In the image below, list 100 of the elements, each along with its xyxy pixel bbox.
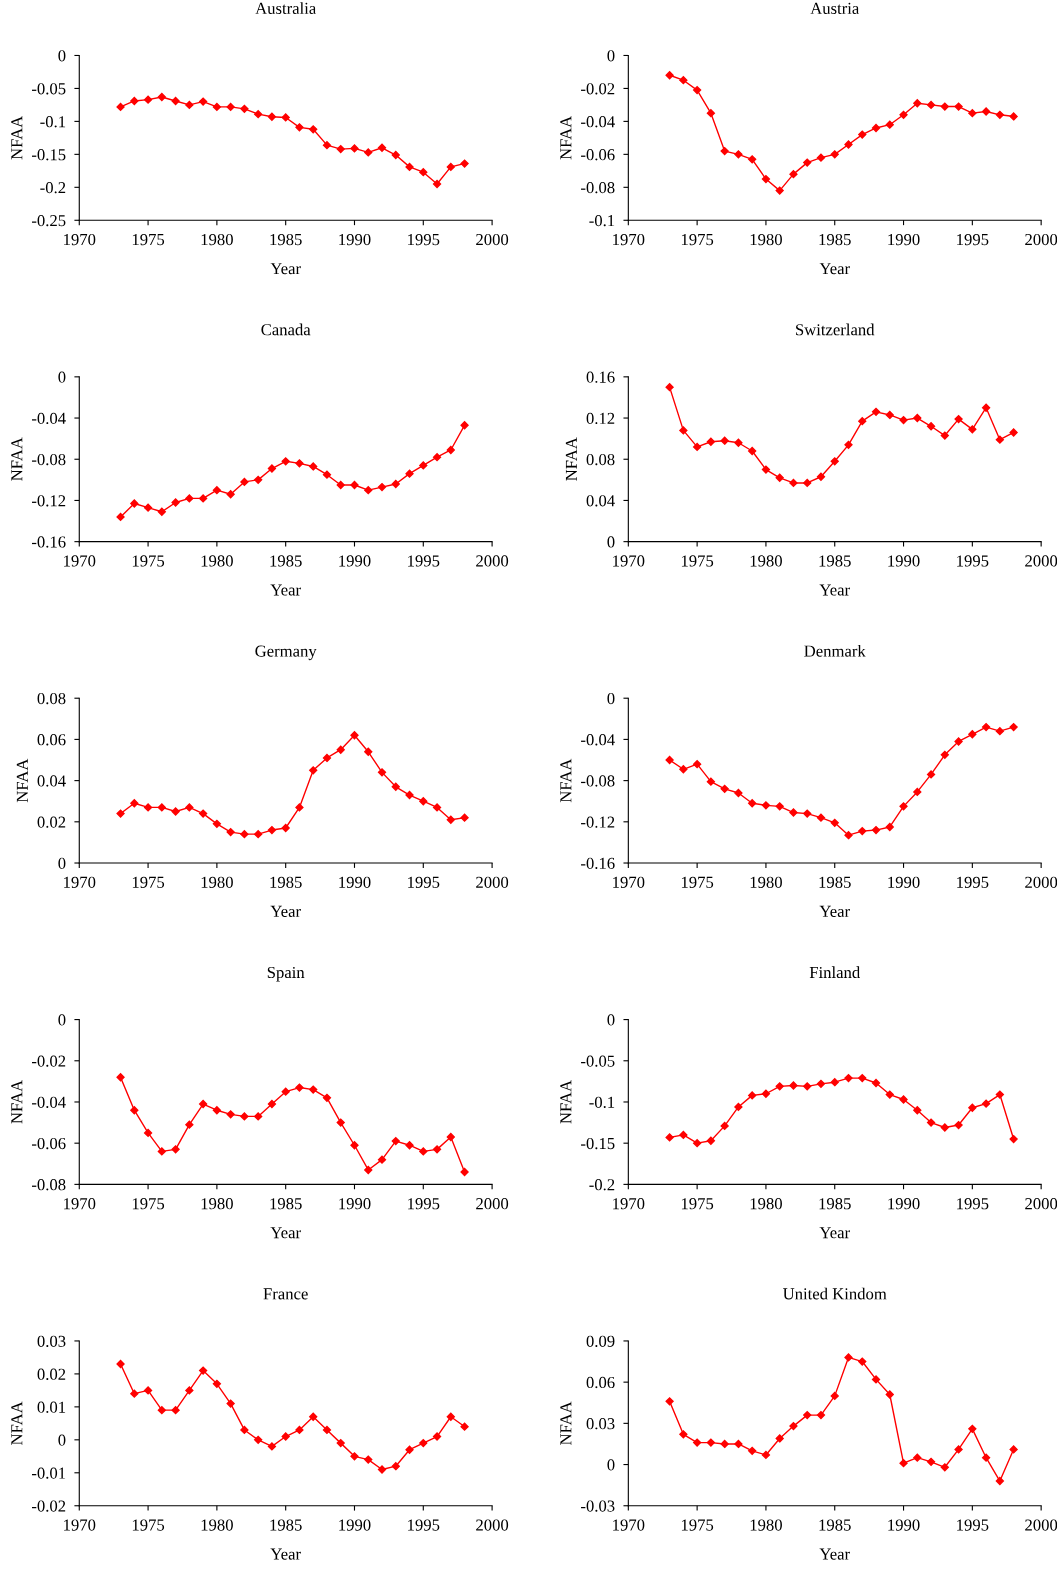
point	[692, 1438, 702, 1447]
point	[446, 815, 455, 824]
point	[309, 462, 318, 471]
point	[775, 802, 784, 811]
y-tick-label: 0.09	[586, 1335, 615, 1347]
point	[460, 159, 469, 168]
point	[377, 1155, 387, 1164]
point	[926, 1457, 936, 1466]
point	[995, 435, 1004, 444]
point	[844, 831, 853, 840]
point	[419, 797, 428, 806]
x-tick-label: 1980	[750, 555, 782, 567]
x-tick-label: 1990	[339, 233, 371, 246]
x-tick-label: 1995	[408, 876, 440, 888]
x-tick-label: 1975	[132, 1198, 165, 1210]
x-axis-title: Year	[819, 1548, 850, 1560]
point	[157, 507, 166, 516]
y-tick-label: -0.04	[31, 412, 66, 425]
point	[432, 1145, 442, 1154]
point	[720, 1121, 729, 1131]
y-tick-label: -0.01	[31, 1467, 66, 1479]
point	[254, 475, 263, 484]
x-tick-label: 2000	[476, 1198, 509, 1210]
point	[446, 1132, 455, 1142]
point	[692, 85, 702, 95]
point	[734, 150, 743, 159]
x-tick-label: 1985	[819, 1198, 851, 1210]
point	[734, 1102, 743, 1112]
point	[198, 494, 208, 503]
point	[350, 731, 359, 740]
x-tick-label: 1975	[132, 876, 165, 888]
y-tick-label: 0	[607, 1459, 615, 1471]
point	[940, 750, 949, 759]
point	[460, 1167, 469, 1177]
point	[322, 470, 332, 479]
x-tick-label: 1975	[681, 555, 714, 567]
point	[940, 102, 949, 111]
chart-title: Switzerland	[796, 323, 875, 336]
point	[885, 1090, 894, 1099]
point	[267, 1099, 277, 1109]
point	[254, 1435, 263, 1444]
x-tick-label: 1990	[339, 876, 371, 888]
point	[254, 830, 263, 839]
point	[706, 109, 716, 118]
y-tick-label: 0	[58, 50, 66, 62]
y-tick-label: 0	[607, 692, 615, 705]
x-axis-title: Year	[819, 263, 850, 275]
point	[143, 1128, 153, 1138]
point	[350, 1452, 359, 1461]
point	[968, 1424, 977, 1433]
chart-title: Australia	[255, 2, 316, 14]
point	[789, 1421, 798, 1431]
y-tick-label: 0.02	[37, 816, 66, 828]
point	[926, 100, 936, 110]
y-tick-label: -0.1	[40, 116, 66, 128]
point	[212, 1106, 222, 1115]
point	[871, 1375, 881, 1384]
x-tick-label: 1975	[681, 1198, 714, 1210]
x-tick-label: 1980	[750, 876, 782, 888]
x-tick-label: 1995	[408, 1519, 440, 1531]
point	[679, 1430, 688, 1439]
point	[171, 96, 180, 106]
point	[913, 413, 922, 423]
y-tick-label: 0	[58, 371, 66, 383]
point	[748, 155, 757, 164]
point	[336, 480, 345, 490]
x-tick-label: 1980	[750, 233, 782, 246]
point	[240, 1112, 249, 1121]
point	[364, 1165, 373, 1175]
point	[391, 782, 400, 791]
point	[775, 1434, 784, 1443]
x-tick-label: 1970	[64, 876, 96, 888]
point	[913, 1106, 922, 1115]
point	[405, 1141, 414, 1150]
point	[844, 140, 853, 149]
x-tick-label: 2000	[1025, 1198, 1057, 1210]
point	[226, 102, 235, 112]
y-tick-label: -0.04	[581, 116, 615, 128]
x-tick-label: 1970	[64, 555, 96, 567]
point	[336, 144, 345, 154]
x-tick-label: 1985	[819, 555, 851, 567]
point	[240, 477, 249, 487]
y-tick-label: -0.25	[31, 214, 66, 227]
point	[734, 788, 743, 798]
x-axis-title: Year	[819, 584, 850, 596]
y-tick-label: -0.16	[581, 857, 615, 870]
x-tick-label: 1980	[201, 233, 233, 246]
chart-title: France	[263, 1288, 308, 1300]
y-tick-label: -0.1	[589, 214, 615, 227]
point	[913, 1453, 922, 1462]
point	[295, 803, 304, 812]
point	[692, 1139, 702, 1148]
point	[364, 486, 373, 495]
point	[981, 107, 991, 116]
point	[871, 825, 881, 835]
point	[995, 727, 1004, 736]
point	[789, 808, 798, 817]
y-axis-title: NFAA	[16, 758, 28, 803]
point	[899, 110, 908, 119]
y-tick-label: 0.12	[586, 412, 615, 425]
